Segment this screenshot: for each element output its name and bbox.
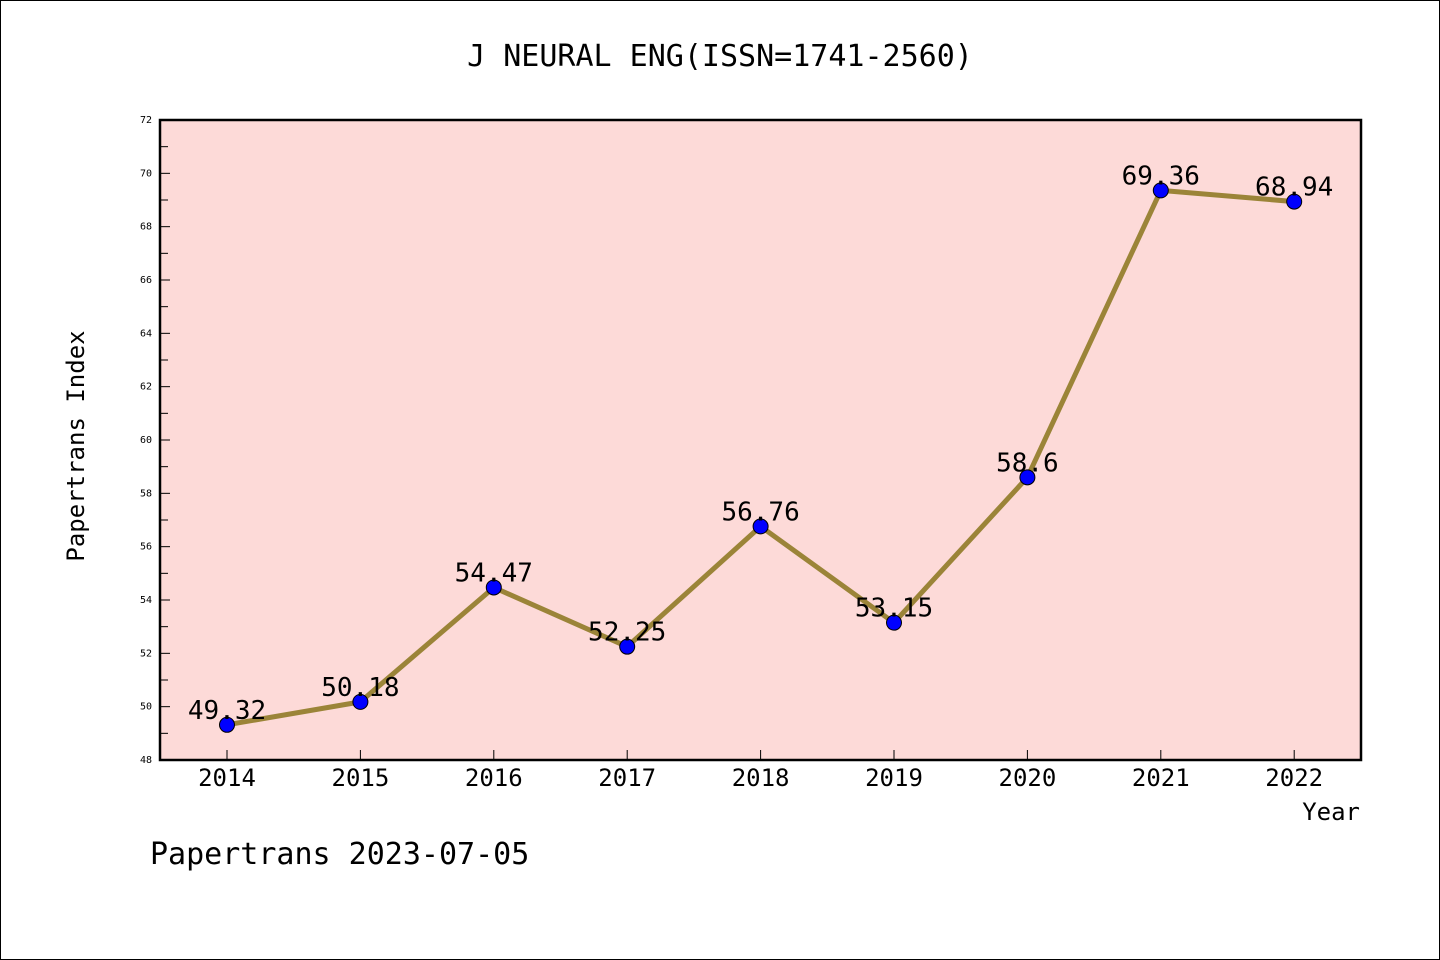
x-tick-label: 2021: [1132, 764, 1190, 792]
x-axis-label: Year: [1302, 798, 1360, 826]
data-label: 69.36: [1122, 161, 1200, 191]
y-tick-label: 72: [140, 115, 152, 126]
data-point: [1152, 182, 1169, 199]
y-tick-label: 56: [140, 542, 152, 553]
data-point: [1286, 193, 1303, 210]
x-tick-label: 2019: [865, 764, 923, 792]
data-label: 52.25: [588, 618, 666, 648]
y-tick-label: 60: [140, 435, 152, 446]
data-point: [752, 518, 769, 535]
data-label: 58.6: [996, 448, 1059, 478]
data-point: [619, 638, 636, 655]
data-label: 68.94: [1255, 173, 1333, 203]
x-axis: 2014 2015 2016 2017 2018 2019 2020 2021 2022: [198, 750, 1323, 792]
y-axis-label: Papertrans Index: [62, 330, 90, 561]
data-point: [485, 579, 502, 596]
data-label: 56.76: [721, 497, 799, 527]
x-tick-label: 2020: [999, 764, 1057, 792]
y-axis: 48 50 52 54 56 58 60 62 64 66 68 70 72: [140, 115, 170, 766]
x-tick-label: 2016: [465, 764, 523, 792]
series-markers: [219, 182, 1303, 733]
x-tick-label: 2018: [732, 764, 790, 792]
data-point: [1019, 469, 1036, 486]
y-tick-label: 62: [140, 382, 152, 393]
data-point: [886, 614, 902, 631]
y-tick-label: 66: [140, 275, 152, 286]
x-tick-label: 2015: [332, 764, 390, 792]
data-label: 53.15: [855, 594, 933, 624]
plot-area: [158, 118, 1363, 762]
data-label: 50.18: [321, 673, 399, 703]
footer-text: Papertrans 2023-07-05: [150, 837, 529, 872]
y-tick-label: 48: [140, 755, 152, 766]
x-tick-label: 2022: [1265, 764, 1323, 792]
chart-title: J NEURAL ENG(ISSN=1741-2560): [467, 39, 973, 74]
data-label: 54.47: [455, 558, 533, 588]
y-tick-label: 54: [140, 595, 152, 606]
y-tick-label: 52: [140, 648, 152, 659]
data-point: [352, 693, 369, 710]
x-tick-label: 2017: [598, 764, 656, 792]
y-tick-label: 64: [140, 328, 152, 339]
y-tick-label: 58: [140, 488, 152, 499]
y-tick-label: 68: [140, 222, 152, 233]
x-tick-label: 2014: [198, 764, 256, 792]
data-label: 49.32: [188, 696, 266, 726]
y-tick-label: 50: [140, 702, 152, 713]
data-point: [219, 716, 235, 733]
y-tick-label: 70: [140, 168, 152, 179]
data-labels: 49.32 50.18 54.47 52.25 56.76 53.15 58.6 69.36 6…: [188, 161, 1333, 725]
